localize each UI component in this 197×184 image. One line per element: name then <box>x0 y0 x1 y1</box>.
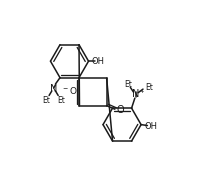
Text: Et: Et <box>42 96 50 105</box>
Text: O: O <box>116 105 124 115</box>
Text: OH: OH <box>145 122 158 131</box>
Text: Et: Et <box>58 96 65 105</box>
Text: N: N <box>50 84 57 94</box>
Text: Et: Et <box>145 83 153 92</box>
Text: $^+$: $^+$ <box>138 88 145 97</box>
Text: Et: Et <box>124 79 132 89</box>
Text: N: N <box>132 89 139 99</box>
Text: $^-$O: $^-$O <box>61 85 78 96</box>
Text: OH: OH <box>92 57 105 66</box>
